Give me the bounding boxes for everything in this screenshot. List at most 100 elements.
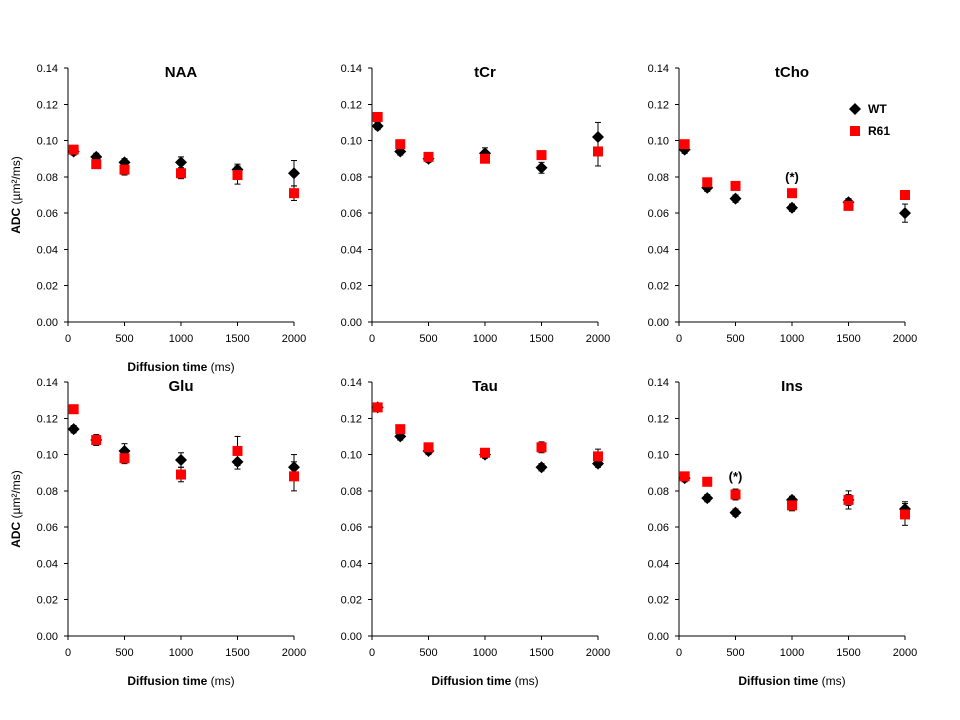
y-tick-label: 0.08 (648, 486, 669, 498)
y-tick-label: 0.06 (37, 208, 58, 220)
data-point-r61 (91, 159, 102, 170)
data-point-r61 (395, 424, 406, 435)
y-tick-label: 0.00 (37, 317, 58, 329)
panel-naa: 0.00 0.02 0.04 0.06 0.08 0.10 0.12 0.14 0 500 1000… (9, 63, 306, 374)
data-point-r61 (900, 190, 910, 200)
y-tick-label: 0.02 (648, 595, 669, 607)
data-point-r61 (787, 500, 797, 511)
y-tick-label: 0.02 (648, 281, 669, 293)
data-point-r61 (395, 139, 406, 150)
series-r61 (372, 402, 603, 465)
panel-tau: 0.00 0.02 0.04 0.06 0.08 0.10 0.12 0.14 0 500 1000… (341, 377, 611, 688)
panel-title: tCho (775, 64, 809, 81)
y-tick-label: 0.08 (37, 172, 58, 184)
y-tick-label: 0.02 (37, 595, 58, 607)
y-tick-label: 0.08 (37, 486, 58, 498)
x-tick-label: 1000 (780, 333, 804, 345)
y-tick-label: 0.00 (341, 317, 362, 329)
data-point-r61 (372, 402, 383, 413)
x-tick-label: 1000 (169, 647, 193, 659)
x-tick-label: 0 (65, 333, 71, 345)
legend-label-r61: R61 (868, 124, 890, 138)
data-point-r61 (176, 469, 186, 480)
y-axis-label: ADC (µm²/ms) (9, 156, 23, 234)
y-tick-label: 0.04 (341, 244, 362, 256)
y-axis-label: ADC (µm²/ms) (9, 470, 23, 548)
data-point-r61 (536, 442, 547, 453)
x-tick-label: 2000 (586, 333, 610, 345)
series-r61 (68, 404, 299, 492)
x-tick-label: 0 (676, 333, 682, 345)
y-tick-label: 0.14 (341, 63, 362, 75)
data-point-r61 (232, 445, 243, 456)
data-point-wt (371, 120, 384, 133)
x-tick-label: 1500 (529, 647, 553, 659)
data-point-wt (288, 167, 300, 180)
y-tick-label: 0.00 (37, 631, 58, 643)
series-wt (371, 120, 604, 174)
data-point-wt (175, 454, 187, 467)
x-axis-label: Diffusion time (ms) (127, 360, 234, 374)
significance-annotation: (*) (729, 469, 743, 484)
data-point-wt (899, 207, 911, 220)
y-tick-label: 0.10 (648, 136, 669, 148)
x-tick-label: 500 (115, 647, 133, 659)
y-tick-label: 0.00 (648, 317, 669, 329)
data-point-r61 (702, 177, 713, 188)
y-tick-label: 0.10 (648, 450, 669, 462)
panel-ins: 0.00 0.02 0.04 0.06 0.08 0.10 0.12 0.14 0 500 1000… (648, 377, 918, 688)
data-point-r61 (843, 200, 854, 211)
data-point-wt (701, 492, 714, 505)
x-tick-label: 500 (726, 647, 744, 659)
data-point-r61 (900, 509, 910, 520)
data-point-wt (535, 461, 548, 474)
significance-annotation: (*) (785, 170, 799, 185)
data-point-r61 (787, 188, 797, 199)
data-point-wt (729, 192, 742, 205)
y-tick-label: 0.06 (37, 522, 58, 534)
panel-title: tCr (474, 64, 496, 81)
series-wt (678, 472, 911, 519)
data-point-r61 (730, 489, 741, 500)
x-tick-label: 2000 (282, 647, 306, 659)
legend: WT R61 (849, 102, 890, 138)
legend-label-wt: WT (868, 102, 887, 116)
data-point-r61 (423, 442, 434, 453)
data-point-r61 (593, 146, 603, 157)
data-point-r61 (843, 494, 854, 505)
data-point-r61 (679, 471, 690, 482)
x-tick-label: 1000 (780, 647, 804, 659)
data-point-r61 (536, 150, 547, 161)
panel-title: Ins (781, 378, 803, 395)
panel-glu: 0.00 0.02 0.04 0.06 0.08 0.10 0.12 0.14 0 500 1000… (9, 377, 306, 688)
x-tick-label: 2000 (586, 647, 610, 659)
y-tick-label: 0.04 (37, 244, 58, 256)
y-tick-label: 0.02 (341, 281, 362, 293)
x-tick-label: 1000 (473, 647, 497, 659)
x-tick-label: 0 (369, 333, 375, 345)
y-tick-label: 0.14 (648, 377, 669, 389)
y-tick-label: 0.14 (37, 63, 58, 75)
data-point-r61 (372, 111, 383, 122)
x-tick-label: 1500 (836, 647, 860, 659)
data-point-r61 (593, 451, 603, 462)
x-axis-label: Diffusion time (ms) (738, 674, 845, 688)
x-axis-label: Diffusion time (ms) (431, 674, 538, 688)
x-tick-label: 2000 (893, 647, 917, 659)
panel-title: Glu (169, 378, 194, 395)
data-point-r61 (232, 170, 243, 181)
y-tick-label: 0.14 (37, 377, 58, 389)
series-wt (371, 401, 604, 474)
x-tick-label: 1500 (529, 333, 553, 345)
x-tick-label: 500 (115, 333, 133, 345)
data-point-r61 (289, 471, 299, 482)
y-tick-label: 0.00 (648, 631, 669, 643)
data-point-r61 (480, 153, 490, 164)
x-tick-label: 2000 (282, 333, 306, 345)
series-r61 (68, 144, 299, 201)
data-point-r61 (68, 404, 79, 415)
x-tick-label: 0 (676, 647, 682, 659)
y-tick-label: 0.02 (37, 281, 58, 293)
y-tick-label: 0.08 (341, 486, 362, 498)
panel-title: Tau (472, 378, 498, 395)
